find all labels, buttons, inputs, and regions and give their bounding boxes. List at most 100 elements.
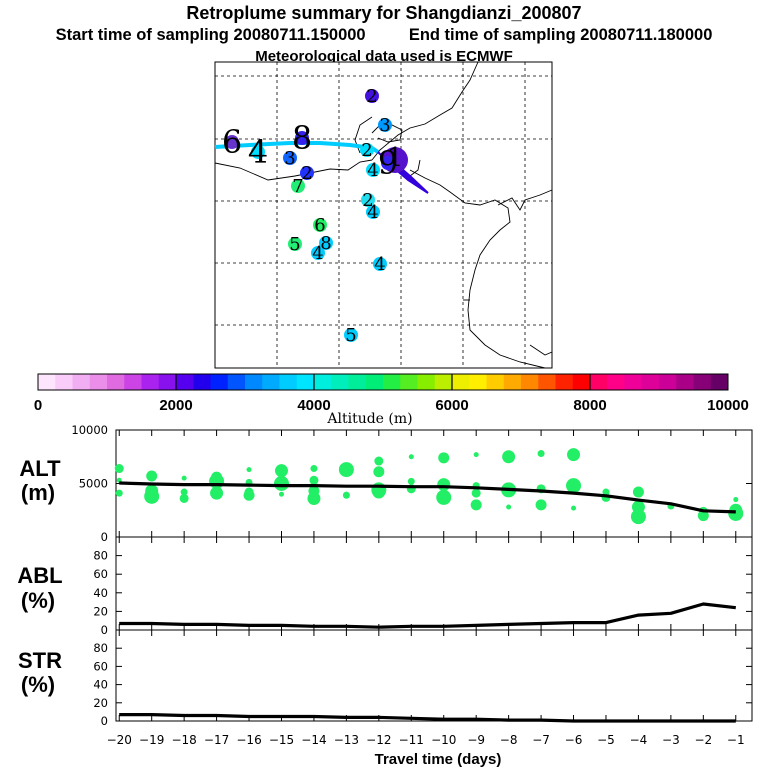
altitude-cluster-point: [115, 489, 123, 497]
x-tick-label: −1: [727, 733, 745, 747]
altitude-cluster-point: [473, 452, 479, 458]
cluster-dot: [344, 328, 358, 342]
y-tick-label: 60: [93, 659, 108, 673]
colorbar-swatch: [521, 374, 539, 390]
series-line-str: [119, 713, 736, 723]
cluster-dot: [381, 156, 395, 170]
plume-cluster-marker: 6: [313, 215, 327, 236]
altitude-cluster-point: [537, 450, 545, 458]
colorbar-swatch: [590, 374, 608, 390]
altitude-cluster-point: [144, 488, 160, 504]
plume-cluster-marker: 5: [288, 234, 302, 255]
panel-alt: 0 5000 10000 ALT(m): [19, 423, 753, 544]
panel-str: 0 20 40 60 80 STR(%): [18, 629, 753, 728]
colorbar-swatch: [641, 374, 660, 390]
colorbar-swatch: [383, 374, 401, 390]
altitude-cluster-point: [535, 499, 547, 511]
cluster-number: 8: [320, 233, 331, 254]
altitude-cluster-point: [374, 456, 384, 466]
colorbar-swatch: [193, 374, 211, 390]
colorbar-swatch: [55, 374, 73, 390]
cluster-dot: [373, 257, 387, 271]
plume-cluster-marker: 4: [248, 133, 268, 171]
cluster-number: 5: [345, 325, 356, 346]
plume-cluster-marker: 5: [344, 325, 358, 346]
cluster-number: 4: [367, 202, 378, 223]
y-tick-label: 20: [93, 696, 108, 710]
cluster-dot: [251, 145, 265, 159]
colorbar-swatch: [348, 374, 367, 390]
altitude-cluster-point: [243, 489, 255, 501]
colorbar-swatch: [262, 374, 280, 390]
colorbar-swatch: [89, 374, 108, 390]
panel-ylabel-unit: (m): [21, 480, 55, 505]
colorbar-swatch: [38, 374, 56, 390]
altitude-cluster-point: [146, 470, 158, 482]
cluster-dot: [366, 163, 380, 177]
colorbar-swatch: [124, 374, 142, 390]
cluster-number: 7: [292, 176, 303, 197]
cluster-dot: [360, 143, 374, 157]
altitude-cluster-point: [506, 504, 512, 510]
cluster-dot: [225, 135, 239, 149]
colorbar-swatch: [434, 374, 453, 390]
y-tick-label: 60: [93, 567, 108, 581]
altitude-cluster-point: [338, 462, 354, 478]
x-tick-label: −3: [662, 733, 680, 747]
cluster-number: 5: [289, 234, 300, 255]
colorbar-swatch: [469, 374, 487, 390]
x-tick-label: −8: [500, 733, 518, 747]
colorbar-swatch: [141, 374, 160, 390]
cluster-dot: [300, 166, 314, 180]
plume-cluster-marker: 4: [366, 202, 380, 223]
panel-frame: [115, 536, 753, 631]
colorbar-swatch: [245, 374, 263, 390]
colorbar-swatch: [417, 374, 436, 390]
colorbar-swatch: [676, 374, 694, 390]
cluster-dot: [313, 218, 327, 232]
altitude-cluster-point: [179, 493, 189, 503]
altitude-cluster-point: [728, 505, 744, 521]
cluster-number: 4: [367, 160, 378, 181]
x-tick-label: −18: [171, 733, 196, 747]
x-tick-label: −17: [204, 733, 229, 747]
panel-ylabel-unit: (%): [21, 672, 55, 697]
y-tick-label: 40: [93, 586, 108, 600]
cluster-dot: [319, 236, 333, 250]
start-time-label: Start time of sampling 20080711.150000: [55, 26, 366, 44]
colorbar-tick-label: 2000: [159, 397, 192, 414]
map-frame: [214, 61, 553, 369]
cluster-dot: [361, 193, 375, 207]
cluster-number: 2: [366, 86, 377, 107]
x-tick-label: −19: [139, 733, 164, 747]
plume-cluster-marker: 4: [366, 160, 380, 181]
cluster-number: 3: [379, 115, 390, 136]
cluster-number: 2: [301, 163, 312, 184]
cluster-number: 9: [378, 144, 398, 182]
altitude-cluster-point: [310, 465, 318, 473]
plume-cluster-marker: 3: [283, 148, 297, 169]
cluster-dot: [288, 237, 302, 251]
plume-cluster-marker: 4: [373, 254, 387, 275]
altitude-cluster-point: [373, 466, 385, 478]
colorbar-swatch: [538, 374, 556, 390]
coastline: [409, 159, 421, 177]
colorbar-swatch: [296, 374, 315, 390]
plume-cluster-marker: 2: [360, 140, 374, 161]
x-tick-label: −6: [565, 733, 583, 747]
x-tick-label: −13: [334, 733, 359, 747]
cluster-dot: [366, 205, 380, 219]
colorbar-tick-label: 0: [34, 397, 42, 414]
cluster-number: 6: [222, 123, 242, 161]
colorbar-tick-label: 10000: [707, 397, 749, 414]
altitude-cluster-point: [309, 475, 319, 485]
colorbar-swatch: [314, 374, 332, 390]
cluster-number: 4: [248, 133, 268, 171]
panel-ylabel: STR: [18, 648, 62, 673]
colorbar-tick-label: 8000: [573, 397, 606, 414]
altitude-cluster-point: [181, 475, 187, 481]
plume-cluster-marker: 2: [300, 163, 314, 184]
